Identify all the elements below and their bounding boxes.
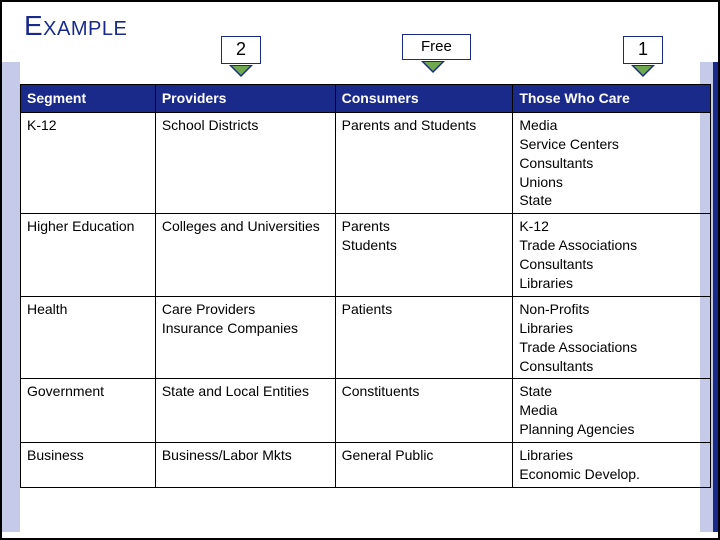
cell: Health bbox=[21, 296, 156, 379]
cell: State Media Planning Agencies bbox=[513, 379, 711, 443]
slide: Example 2 Free 1 Segment Providers Consu… bbox=[2, 2, 718, 538]
down-arrow-icon bbox=[229, 65, 253, 77]
cell: General Public bbox=[335, 443, 513, 488]
segment-table: Segment Providers Consumers Those Who Ca… bbox=[20, 84, 711, 488]
cell: Constituents bbox=[335, 379, 513, 443]
table-row: Higher Education Colleges and Universiti… bbox=[21, 214, 711, 297]
table-row: Health Care Providers Insurance Companie… bbox=[21, 296, 711, 379]
cell: Parents Students bbox=[335, 214, 513, 297]
col-those-who-care: Those Who Care bbox=[513, 85, 711, 113]
arrow-label-1: 1 bbox=[623, 36, 663, 64]
cell: Higher Education bbox=[21, 214, 156, 297]
cell: Government bbox=[21, 379, 156, 443]
arrow-badge-2: 2 bbox=[210, 36, 272, 77]
arrow-label-2: 2 bbox=[221, 36, 261, 64]
table-row: Business Business/Labor Mkts General Pub… bbox=[21, 443, 711, 488]
table-header-row: Segment Providers Consumers Those Who Ca… bbox=[21, 85, 711, 113]
cell: K-12 Trade Associations Consultants Libr… bbox=[513, 214, 711, 297]
cell: Business bbox=[21, 443, 156, 488]
cell: School Districts bbox=[155, 112, 335, 213]
sidebar-left-stripe bbox=[2, 62, 20, 532]
table-row: K-12 School Districts Parents and Studen… bbox=[21, 112, 711, 213]
table-row: Government State and Local Entities Cons… bbox=[21, 379, 711, 443]
cell: Media Service Centers Consultants Unions… bbox=[513, 112, 711, 213]
cell: Patients bbox=[335, 296, 513, 379]
arrow-badge-1: 1 bbox=[612, 36, 674, 77]
arrow-label-free: Free bbox=[402, 34, 471, 60]
arrow-badge-free: Free bbox=[402, 34, 464, 73]
table-body: K-12 School Districts Parents and Studen… bbox=[21, 112, 711, 487]
cell: Business/Labor Mkts bbox=[155, 443, 335, 488]
cell: Parents and Students bbox=[335, 112, 513, 213]
col-segment: Segment bbox=[21, 85, 156, 113]
col-consumers: Consumers bbox=[335, 85, 513, 113]
down-arrow-icon bbox=[631, 65, 655, 77]
cell: K-12 bbox=[21, 112, 156, 213]
cell: Care Providers Insurance Companies bbox=[155, 296, 335, 379]
page-title: Example bbox=[24, 10, 127, 42]
cell: State and Local Entities bbox=[155, 379, 335, 443]
down-arrow-icon bbox=[421, 61, 445, 73]
cell: Non-Profits Libraries Trade Associations… bbox=[513, 296, 711, 379]
cell: Colleges and Universities bbox=[155, 214, 335, 297]
cell: Libraries Economic Develop. bbox=[513, 443, 711, 488]
col-providers: Providers bbox=[155, 85, 335, 113]
